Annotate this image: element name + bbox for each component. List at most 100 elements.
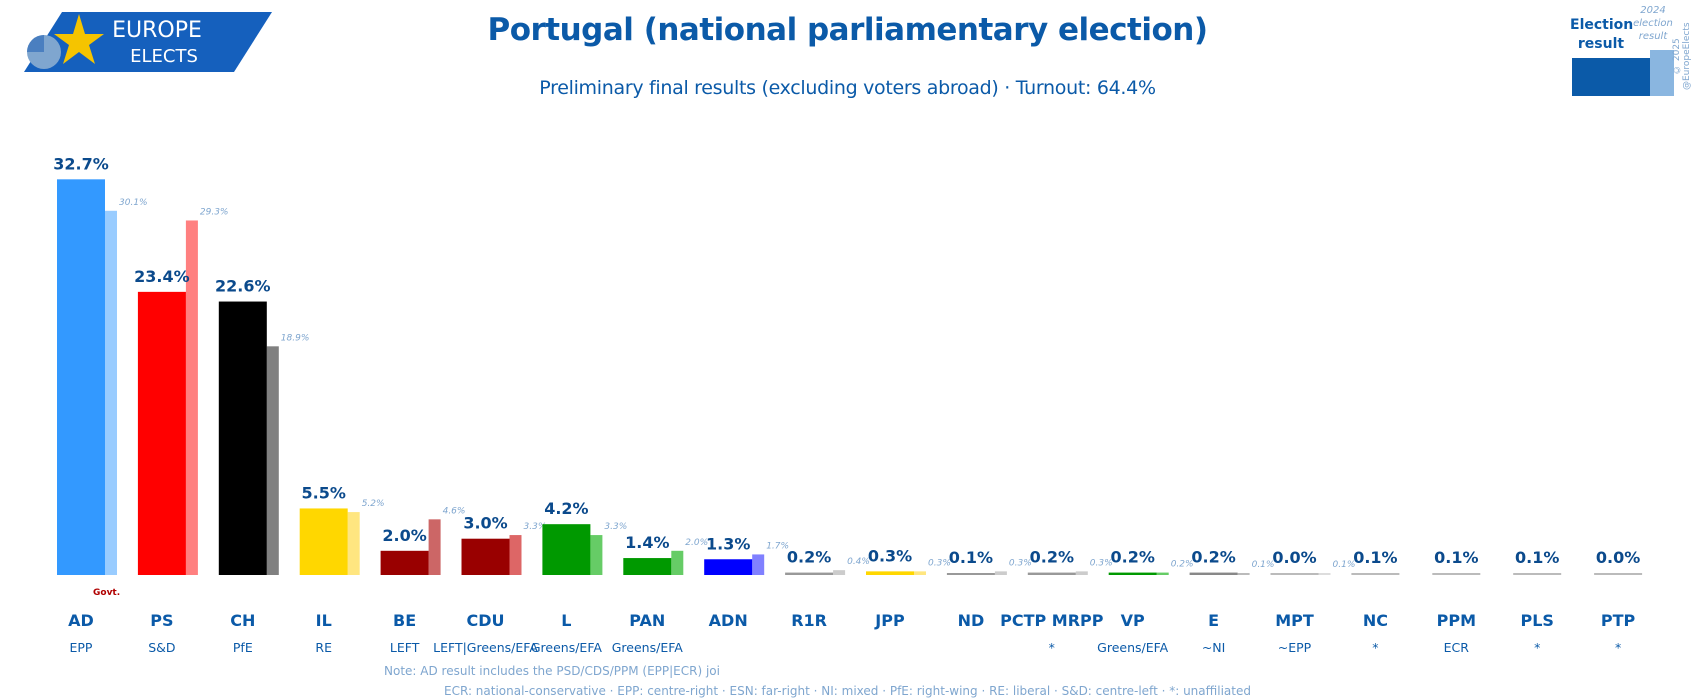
group-label-ps: S&D [148,640,175,655]
value-label-mpt: 0.0% [1272,548,1316,567]
bar-2024-cdu [509,535,522,575]
bar-2024-jpp [914,571,926,575]
group-label-e: ~NI [1202,640,1226,655]
party-label-ptp: PTP [1601,611,1636,630]
group-label-ad: EPP [70,640,93,655]
bar-vp [1108,572,1157,575]
bar-2024-ps [185,220,198,575]
party-label-l: L [561,611,571,630]
party-label-nc: NC [1363,611,1388,630]
value-label-2024-e: 0.1% [1252,560,1275,570]
bar-2024-l [590,535,603,575]
value-label-2024-r1r: 0.4% [847,557,870,567]
party-label-mpt: MPT [1275,611,1314,630]
bar-nc [1351,573,1400,575]
bar-2024-mpt [1318,573,1331,575]
bar-ch [218,301,267,575]
party-label-pan: PAN [629,611,665,630]
value-label-2024-adn: 1.7% [766,541,789,551]
value-label-r1r: 0.2% [787,548,831,567]
bar-2024-e [1237,573,1250,575]
logo-line-2: ELECTS [130,46,198,67]
group-label-ptp: * [1615,640,1621,655]
bar-jpp [866,571,914,575]
bar-cdu [461,538,510,575]
party-label-ppm: PPM [1437,611,1476,630]
party-label-pctp-mrpp: PCTP MRPP [1000,611,1104,630]
group-label-vp: Greens/EFA [1097,640,1169,655]
bar-adn [704,559,753,575]
bar-il [299,508,348,575]
value-label-2024-ch: 18.9% [281,333,310,343]
value-label-2024-mpt: 0.1% [1333,560,1356,570]
value-label-cdu: 3.0% [463,514,507,533]
bar-2024-pan [671,550,684,575]
group-label-ppm: ECR [1444,640,1470,655]
value-label-2024-pctp-mrpp: 0.3% [1090,558,1113,568]
europe-elects-logo: EUROPE ELECTS [22,12,272,72]
party-label-be: BE [393,611,416,630]
value-label-adn: 1.3% [706,534,750,553]
value-label-2024-ad: 30.1% [119,198,148,208]
value-label-be: 2.0% [382,526,426,545]
bar-pls [1513,573,1562,575]
value-label-pctp-mrpp: 0.2% [1030,548,1074,567]
party-label-il: IL [316,611,332,630]
chart-legend: Election result 2024 election result © 2… [1570,4,1692,104]
bar-ppm [1432,573,1481,575]
bar-2024-il [347,512,360,575]
legend-previous-swatch [1650,50,1674,96]
group-label-cdu: LEFT|Greens/EFA [433,640,538,655]
value-label-ch: 22.6% [215,277,271,296]
bar-pan [623,558,672,575]
value-label-nd: 0.1% [949,548,993,567]
value-label-pls: 0.1% [1515,548,1559,567]
legend-current-swatch [1572,58,1650,96]
bar-l [542,524,591,575]
chart-subtitle: Preliminary final results (excluding vot… [539,77,1156,99]
value-label-l: 4.2% [544,499,588,518]
value-label-2024-nd: 0.3% [1009,558,1032,568]
party-label-ch: CH [230,611,255,630]
party-label-ps: PS [150,611,173,630]
group-label-nc: * [1372,640,1378,655]
value-label-2024-ps: 29.3% [200,207,229,217]
chart-title: Portugal (national parliamentary electio… [487,12,1208,48]
bar-ps [137,291,186,575]
bar-2024-ad [105,210,117,576]
bar-2024-r1r [833,570,846,575]
bar-2024-adn [752,554,765,575]
bar-2024-nd [994,571,1007,575]
value-label-e: 0.2% [1191,548,1235,567]
value-label-2024-cdu: 3.3% [524,522,547,532]
value-label-il: 5.5% [302,483,346,502]
govt-marker: Govt. [93,588,120,598]
group-label-pls: * [1534,640,1540,655]
party-label-e: E [1208,611,1219,630]
group-label-pctp-mrpp: * [1049,640,1055,655]
legend-current-label: Election result [1570,17,1634,52]
value-label-vp: 0.2% [1111,548,1155,567]
group-label-mpt: ~EPP [1278,640,1312,655]
bar-ad [57,179,105,575]
value-label-2024-l: 3.3% [604,522,627,532]
bar-be [380,550,429,575]
chart-note: Note: AD result includes the PSD/CDS/PPM… [384,664,720,678]
party-label-ad: AD [68,611,94,630]
value-label-jpp: 0.3% [868,546,912,565]
value-label-ppm: 0.1% [1434,548,1478,567]
party-label-vp: VP [1121,611,1145,630]
bar-ptp [1594,573,1643,575]
value-label-2024-be: 4.6% [443,506,466,516]
bar-e [1189,572,1238,575]
bar-2024-pctp-mrpp [1075,571,1088,575]
party-label-r1r: R1R [791,611,827,630]
bar-pctp-mrpp [1027,572,1076,575]
party-label-cdu: CDU [466,611,504,630]
party-label-nd: ND [958,611,985,630]
bar-r1r [785,572,834,575]
group-label-pan: Greens/EFA [612,640,684,655]
value-label-2024-il: 5.2% [362,499,385,509]
bar-2024-be [428,519,441,575]
